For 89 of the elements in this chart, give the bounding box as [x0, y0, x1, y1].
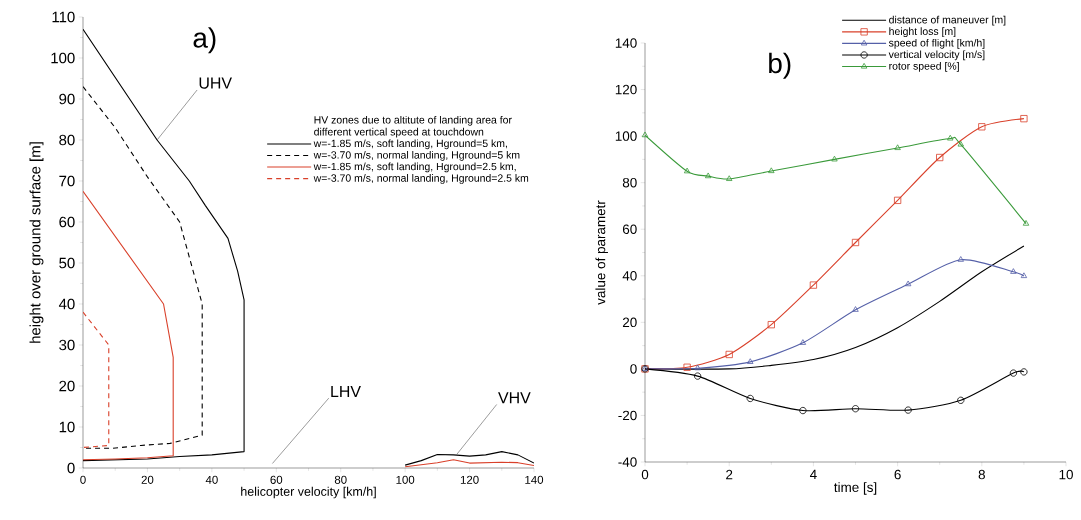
point [1009, 369, 1017, 377]
x-tick-label: 60 [270, 475, 283, 484]
point [851, 238, 860, 247]
y-tick-label: 100 [615, 131, 637, 141]
point [852, 306, 859, 312]
x-tick-label: 8 [978, 469, 985, 480]
point [746, 394, 754, 403]
point [694, 364, 701, 371]
point [683, 167, 691, 174]
y-tick-label: 40 [622, 271, 637, 281]
y-tick-label: 60 [622, 224, 637, 234]
point [904, 280, 912, 287]
point [1020, 368, 1028, 376]
annotation: UHV [199, 77, 232, 89]
y-tick-label: -40 [618, 457, 637, 467]
legend-label: vertical velocity [m/s] [888, 50, 985, 61]
point [957, 256, 964, 262]
y-tick-label: 140 [615, 38, 637, 48]
x-axis-title: time [s] [834, 482, 877, 495]
annotation: b) [769, 52, 791, 79]
point [1010, 268, 1017, 274]
y-axis-title: height over ground surface [m] [29, 142, 44, 343]
point [1022, 220, 1030, 226]
y-tick-label: 120 [615, 84, 637, 95]
x-tick-label: 10 [1059, 469, 1073, 480]
legend-label: rotor speed [%] [889, 62, 959, 72]
y-axis-title: value of parametr [595, 200, 608, 305]
x-tick-label: 80 [334, 475, 347, 484]
line-series [83, 311, 110, 449]
y-tick-label: 50 [59, 257, 75, 269]
point [641, 131, 649, 138]
y-tick-label: 60 [59, 216, 75, 228]
point [799, 339, 807, 345]
point [725, 350, 733, 359]
point [947, 134, 954, 141]
x-tick-label: 140 [525, 475, 544, 484]
point [809, 281, 818, 289]
point [894, 196, 902, 204]
legend-label: w=-3.70 m/s, normal landing, Hground=5 km [313, 150, 520, 161]
x-tick-label: 120 [460, 475, 479, 484]
y-tick-label: 40 [58, 298, 75, 310]
y-tick-label: 20 [622, 317, 637, 328]
y-tick-label: 100 [51, 52, 75, 64]
point [704, 172, 712, 179]
point [904, 406, 912, 414]
y-tick-label: 90 [59, 93, 75, 105]
point [747, 358, 754, 364]
point [799, 406, 807, 415]
y-tick-label: 70 [59, 175, 75, 187]
point [768, 167, 775, 174]
x-tick-label: 4 [809, 469, 817, 480]
point [767, 321, 775, 329]
x-tick-label: 2 [726, 469, 733, 480]
x-tick-label: 20 [141, 475, 154, 484]
annotation: VHV [498, 392, 531, 404]
point [851, 405, 860, 413]
x-tick-label: 100 [396, 475, 415, 484]
x-tick-label: 0 [80, 475, 86, 484]
legend-label: speed of flight [km/h] [888, 38, 985, 49]
point [978, 123, 986, 131]
y-tick-label: 110 [52, 11, 75, 23]
y-tick-label: 80 [622, 177, 637, 188]
x-tick-label: 0 [641, 469, 649, 480]
x-tick-label: 6 [894, 469, 901, 480]
point [957, 140, 964, 147]
legend-label: height loss [m] [889, 27, 956, 38]
y-tick-label: 10 [59, 421, 75, 433]
point [1020, 272, 1028, 279]
y-tick-label: 80 [59, 134, 75, 146]
x-axis-title: helicopter velocity [km/h] [241, 486, 376, 499]
x-tick-label: 40 [205, 475, 218, 484]
y-tick-label: 0 [630, 364, 637, 374]
annotation: LHV [331, 385, 361, 397]
legend-label: w=-1.85 m/s, soft landing, Hground=5 km, [313, 139, 507, 150]
point [957, 396, 965, 404]
point [936, 153, 944, 162]
point [1020, 115, 1028, 123]
y-tick-label: -20 [618, 410, 637, 421]
point [694, 372, 702, 380]
point [831, 155, 838, 162]
point [683, 363, 691, 371]
annotation: a) [193, 27, 216, 54]
legend-label: w=-1.85 m/s, soft landing, Hground=2.5 km, [313, 162, 516, 173]
point [726, 175, 733, 181]
legend-label: w=-3.70 m/s, normal landing, Hground=2.5 km [313, 174, 529, 184]
y-tick-label: 20 [59, 380, 75, 392]
y-tick-label: 30 [59, 339, 75, 351]
point [894, 144, 901, 150]
legend-label: distance of maneuver [m] [889, 15, 1006, 26]
